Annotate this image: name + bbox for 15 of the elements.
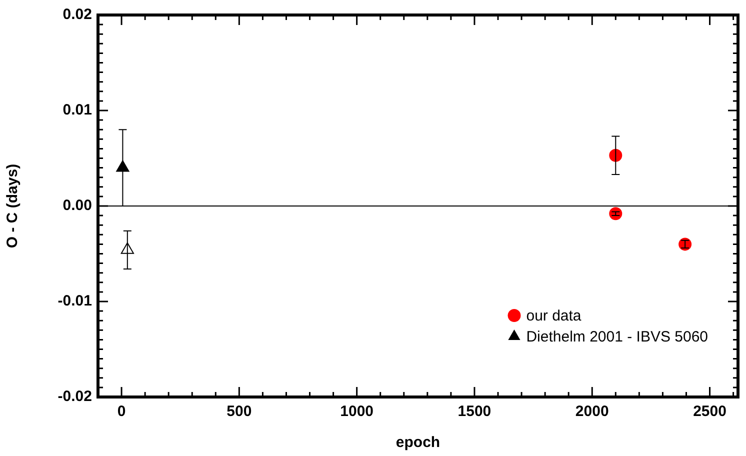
y-tick-label: 0.02 [62,6,92,24]
x-tick-label: 2500 [693,403,726,420]
x-tick-label: 1500 [458,403,492,420]
y-tick-label: -0.01 [58,292,92,310]
legend-label: Diethelm 2001 - IBVS 5060 [526,328,708,346]
y-tick-label: -0.02 [58,388,92,406]
y-tick-label: 0.01 [62,102,92,119]
x-tick-label: 1000 [340,403,374,420]
legend-label: our data [526,308,582,325]
y-tick-label: 0.00 [62,197,92,214]
x-tick-label: 500 [226,403,252,420]
y-axis-title: O - C (days) [4,164,22,248]
x-tick-label: 0 [117,403,126,420]
x-tick-label: 2000 [575,403,609,420]
x-axis-title: epoch [396,434,440,452]
